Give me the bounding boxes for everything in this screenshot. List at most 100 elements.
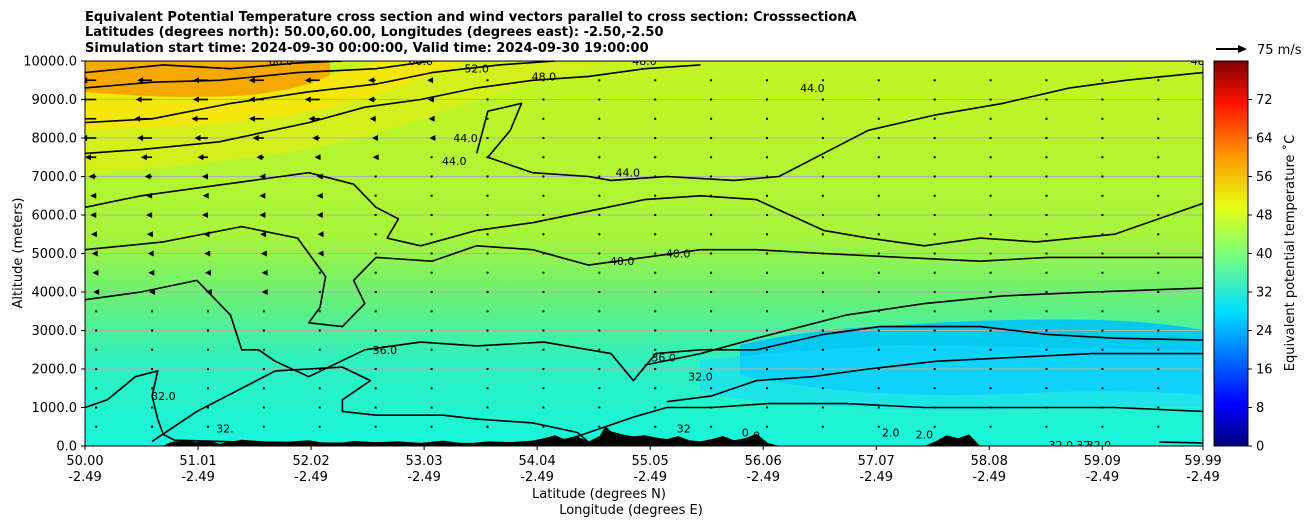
wind-dot (654, 425, 657, 428)
wind-dot (877, 214, 880, 216)
x-tick-label-lat: 59.99 (1184, 454, 1221, 469)
wind-dot (1157, 194, 1160, 197)
wind-dot (1157, 175, 1160, 178)
wind-dot (1101, 425, 1104, 428)
wind-dot (765, 175, 768, 178)
contour-36 (85, 279, 1203, 382)
contour-label: 48.0 (532, 70, 557, 83)
wind-dot (374, 291, 377, 293)
wind-dot (1157, 98, 1160, 101)
wind-dot (710, 310, 713, 313)
wind-dot (821, 98, 824, 101)
wind-arrow-head-icon (148, 269, 155, 276)
wind-dot (933, 310, 936, 313)
wind-dot (877, 79, 880, 82)
wind-dot (206, 329, 209, 332)
wind-dot (821, 425, 824, 428)
wind-dot (877, 156, 880, 159)
wind-dot (598, 252, 601, 255)
wind-dot (765, 98, 768, 101)
wind-dot (1045, 214, 1048, 216)
wind-dot (206, 406, 209, 409)
wind-dot (1045, 329, 1048, 332)
wind-dot (95, 425, 98, 428)
wind-arrow-head-icon (135, 96, 142, 103)
x-tick-label-lat: 53.03 (405, 454, 442, 469)
wind-dot (877, 271, 880, 274)
wind-dot (821, 175, 824, 178)
y-tick-label: 8000.0 (32, 132, 78, 147)
wind-arrow-head-icon (85, 135, 88, 141)
wind-dot (989, 348, 992, 351)
wind-dot (1157, 387, 1160, 390)
wind-dot (1045, 252, 1048, 255)
wind-dot (262, 329, 265, 332)
x-tick-label-lon: -2.49 (1186, 470, 1220, 485)
wind-dot (710, 98, 713, 101)
wind-dot (765, 79, 768, 82)
wind-dot (765, 368, 768, 370)
wind-dot (989, 271, 992, 274)
x-axis-label-longitude: Longitude (degrees E) (559, 503, 703, 518)
wind-dot (598, 425, 601, 428)
wind-dot (989, 214, 992, 216)
wind-dot (542, 194, 545, 197)
wind-dot (486, 310, 489, 313)
wind-dot (654, 387, 657, 390)
wind-dot (933, 156, 936, 159)
wind-arrow-head-icon (204, 269, 211, 276)
contour-label: 32. (216, 423, 234, 436)
y-tick-label: 7000.0 (32, 170, 78, 185)
contour-label: 52.0 (464, 63, 489, 76)
wind-dot (877, 329, 880, 332)
wind-dot (95, 368, 98, 370)
wind-dot (765, 291, 768, 293)
wind-dot (486, 137, 489, 139)
wind-dot (486, 348, 489, 351)
wind-dot (1045, 368, 1048, 370)
wind-dot (430, 425, 433, 428)
colorbar-tick-label: 0 (1256, 440, 1264, 455)
wind-dot (262, 368, 265, 370)
wind-dot (1045, 310, 1048, 313)
wind-arrow-head-icon (201, 212, 208, 218)
wind-dot (877, 98, 880, 101)
wind-dot (1101, 271, 1104, 274)
wind-dot (262, 387, 265, 390)
contour-44 (85, 171, 1203, 247)
wind-dot (542, 425, 545, 428)
plot-area: 32.0 32. 36.0 40.0 40.0 36.0 32.0 44.0 44.0 44.0 4… (85, 61, 1203, 446)
wind-arrow-head-icon (368, 77, 375, 84)
wind-dot (318, 425, 321, 428)
wind-dot (1101, 98, 1104, 101)
wind-arrow-head-icon (369, 115, 376, 122)
wind-arrow-head-icon (314, 154, 321, 161)
y-tick-label: 4000.0 (32, 286, 78, 301)
wind-arrow-head-icon (90, 212, 97, 218)
wind-arrow-head-icon (316, 212, 323, 218)
wind-dot (430, 310, 433, 313)
contour-label: 44.0 (442, 155, 467, 168)
wind-dot (374, 252, 377, 255)
wind-dot (933, 194, 936, 197)
wind-dot (654, 98, 657, 101)
wind-dot (654, 156, 657, 159)
y-tick-label: 5000.0 (32, 247, 78, 262)
wind-dot (1157, 137, 1160, 139)
wind-dot (486, 368, 489, 370)
wind-dot (542, 329, 545, 332)
wind-arrow-head-icon (147, 250, 154, 257)
wind-dot (821, 194, 824, 197)
wind-dot (765, 348, 768, 351)
wind-dot (262, 310, 265, 313)
wind-dot (821, 291, 824, 293)
wind-dot (821, 406, 824, 409)
wind-arrow-head-icon (194, 135, 201, 141)
wind-dot (486, 214, 489, 216)
wind-dot (821, 214, 824, 216)
wind-dot (765, 310, 768, 313)
wind-dot (430, 252, 433, 255)
wind-dot (486, 233, 489, 236)
x-tick-label-lon: -2.49 (746, 470, 780, 485)
y-axis-label: Altitude (meters) (11, 198, 26, 309)
